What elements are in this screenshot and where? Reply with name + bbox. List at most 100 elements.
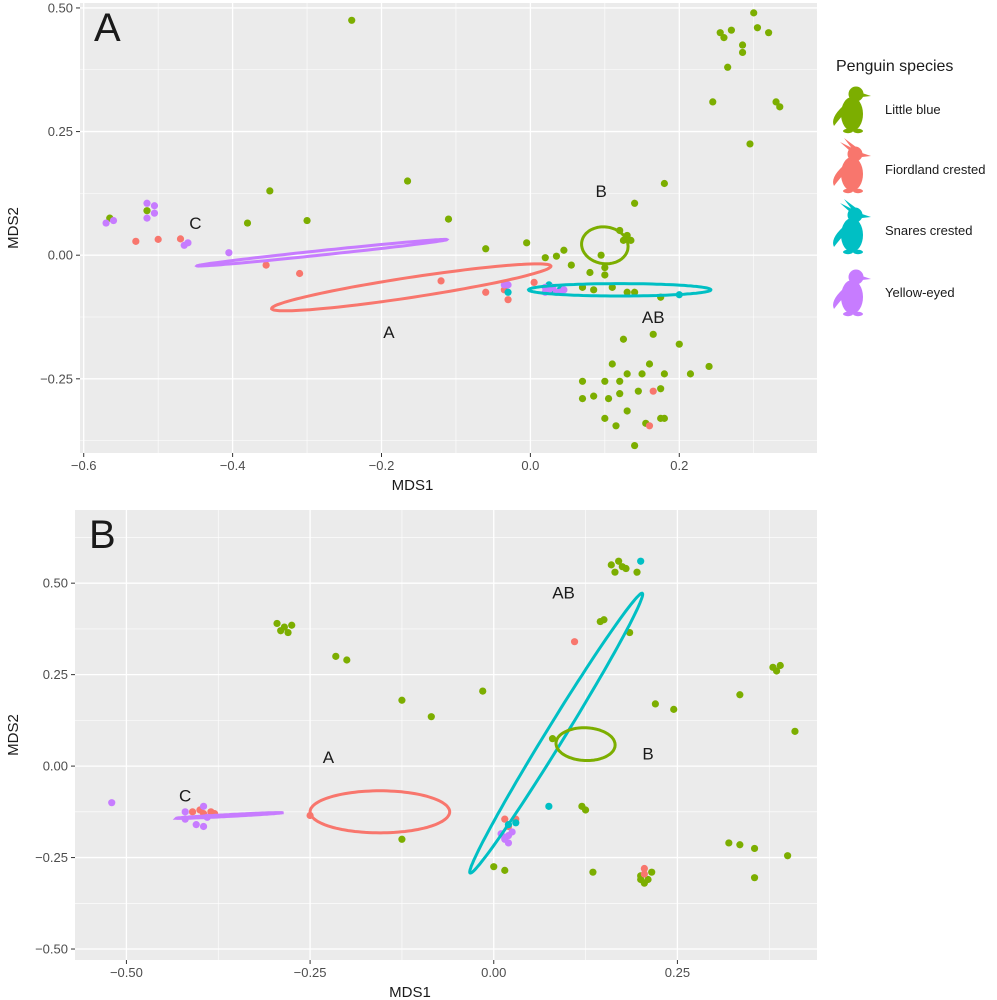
data-point xyxy=(750,9,758,17)
data-point xyxy=(631,288,639,296)
data-point xyxy=(188,808,197,816)
data-point xyxy=(108,799,116,807)
plot-background xyxy=(75,510,817,960)
group-annotation: B xyxy=(595,182,606,201)
data-point xyxy=(288,621,296,629)
plot-area xyxy=(108,557,799,887)
data-point xyxy=(504,839,513,847)
legend-entry-label: Little blue xyxy=(885,102,941,117)
data-point xyxy=(523,239,531,247)
data-point xyxy=(504,296,512,304)
data-point xyxy=(243,219,252,227)
data-point xyxy=(578,395,587,403)
y-tick-label: −0.25 xyxy=(40,371,73,386)
data-point xyxy=(501,833,509,842)
ellipse-little-blue xyxy=(580,225,630,266)
data-point xyxy=(633,568,641,576)
data-point xyxy=(791,727,799,735)
y-tick-label: −0.25 xyxy=(35,850,68,865)
data-point xyxy=(589,868,597,876)
series-little-blue xyxy=(273,557,799,887)
y-tick-label: 0.50 xyxy=(43,576,68,591)
data-point xyxy=(675,340,683,348)
data-point xyxy=(784,852,792,860)
y-tick-label: 0.25 xyxy=(48,124,73,139)
data-point xyxy=(772,98,780,106)
data-point xyxy=(727,26,735,34)
data-point xyxy=(348,16,356,24)
data-point xyxy=(343,656,351,664)
plot-background xyxy=(80,3,817,453)
data-point xyxy=(604,395,613,403)
data-point xyxy=(150,209,159,217)
x-tick-label: 0.0 xyxy=(521,458,539,473)
data-point xyxy=(545,802,553,810)
data-point xyxy=(590,392,598,400)
y-tick-label: 0.00 xyxy=(48,248,73,263)
data-point xyxy=(640,864,648,873)
data-point xyxy=(552,252,561,260)
data-point xyxy=(649,330,657,338)
data-point xyxy=(631,199,639,207)
data-point xyxy=(600,616,608,624)
data-point xyxy=(619,335,628,343)
x-tick-label: −0.6 xyxy=(71,458,97,473)
data-point xyxy=(303,216,311,225)
data-point xyxy=(143,207,151,215)
data-point xyxy=(736,691,744,699)
data-point xyxy=(280,623,288,631)
data-point xyxy=(622,564,630,573)
data-point xyxy=(296,269,304,278)
data-point xyxy=(601,263,609,272)
data-point xyxy=(651,700,659,708)
group-annotation: AB xyxy=(552,583,575,602)
data-point xyxy=(631,441,639,450)
y-axis-title: MDS2 xyxy=(5,714,22,756)
data-point xyxy=(608,283,616,291)
ellipse-yellow-eyed xyxy=(194,237,450,268)
group-annotation: C xyxy=(179,786,191,805)
legend-entry-label: Fiordland crested xyxy=(885,162,985,177)
data-point xyxy=(427,713,435,721)
data-point xyxy=(479,687,487,695)
group-annotation: B xyxy=(642,744,653,763)
data-point xyxy=(657,414,665,422)
data-point xyxy=(725,839,733,847)
data-point xyxy=(567,261,575,269)
ellipse-snares-crested xyxy=(468,591,645,875)
data-point xyxy=(648,868,656,876)
x-axis-title: MDS1 xyxy=(389,984,431,1000)
data-point xyxy=(772,667,781,675)
data-point xyxy=(720,34,728,42)
y-tick-label: 0.00 xyxy=(43,759,68,774)
data-point xyxy=(541,254,549,262)
data-point xyxy=(615,557,623,565)
data-point xyxy=(398,835,406,843)
data-point xyxy=(512,819,520,827)
legend: Penguin species Little blue Fiordland cres… xyxy=(833,58,985,317)
x-tick-label: −0.25 xyxy=(294,965,327,980)
crested-penguin-icon xyxy=(833,138,871,194)
data-point xyxy=(623,288,631,296)
data-point xyxy=(581,806,590,814)
data-point xyxy=(181,808,189,816)
data-point xyxy=(601,414,609,422)
data-point xyxy=(143,199,151,207)
data-point xyxy=(530,278,538,286)
data-point xyxy=(638,370,646,378)
data-point xyxy=(508,828,516,836)
data-point xyxy=(273,619,281,628)
group-annotation: A xyxy=(323,748,335,767)
data-point xyxy=(225,249,233,257)
data-point xyxy=(199,802,208,810)
series-fiordland-crested xyxy=(132,235,657,430)
data-point xyxy=(109,216,118,225)
data-point xyxy=(660,370,668,378)
data-point xyxy=(750,844,759,853)
data-point xyxy=(705,362,713,371)
data-point xyxy=(660,179,668,188)
data-point xyxy=(750,874,759,882)
data-point xyxy=(199,822,208,831)
y-tick-label: 0.50 xyxy=(48,0,73,15)
